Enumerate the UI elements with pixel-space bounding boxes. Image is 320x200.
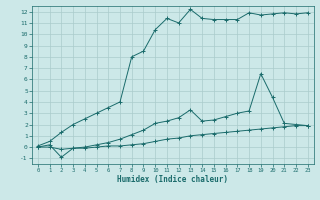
X-axis label: Humidex (Indice chaleur): Humidex (Indice chaleur) [117,175,228,184]
